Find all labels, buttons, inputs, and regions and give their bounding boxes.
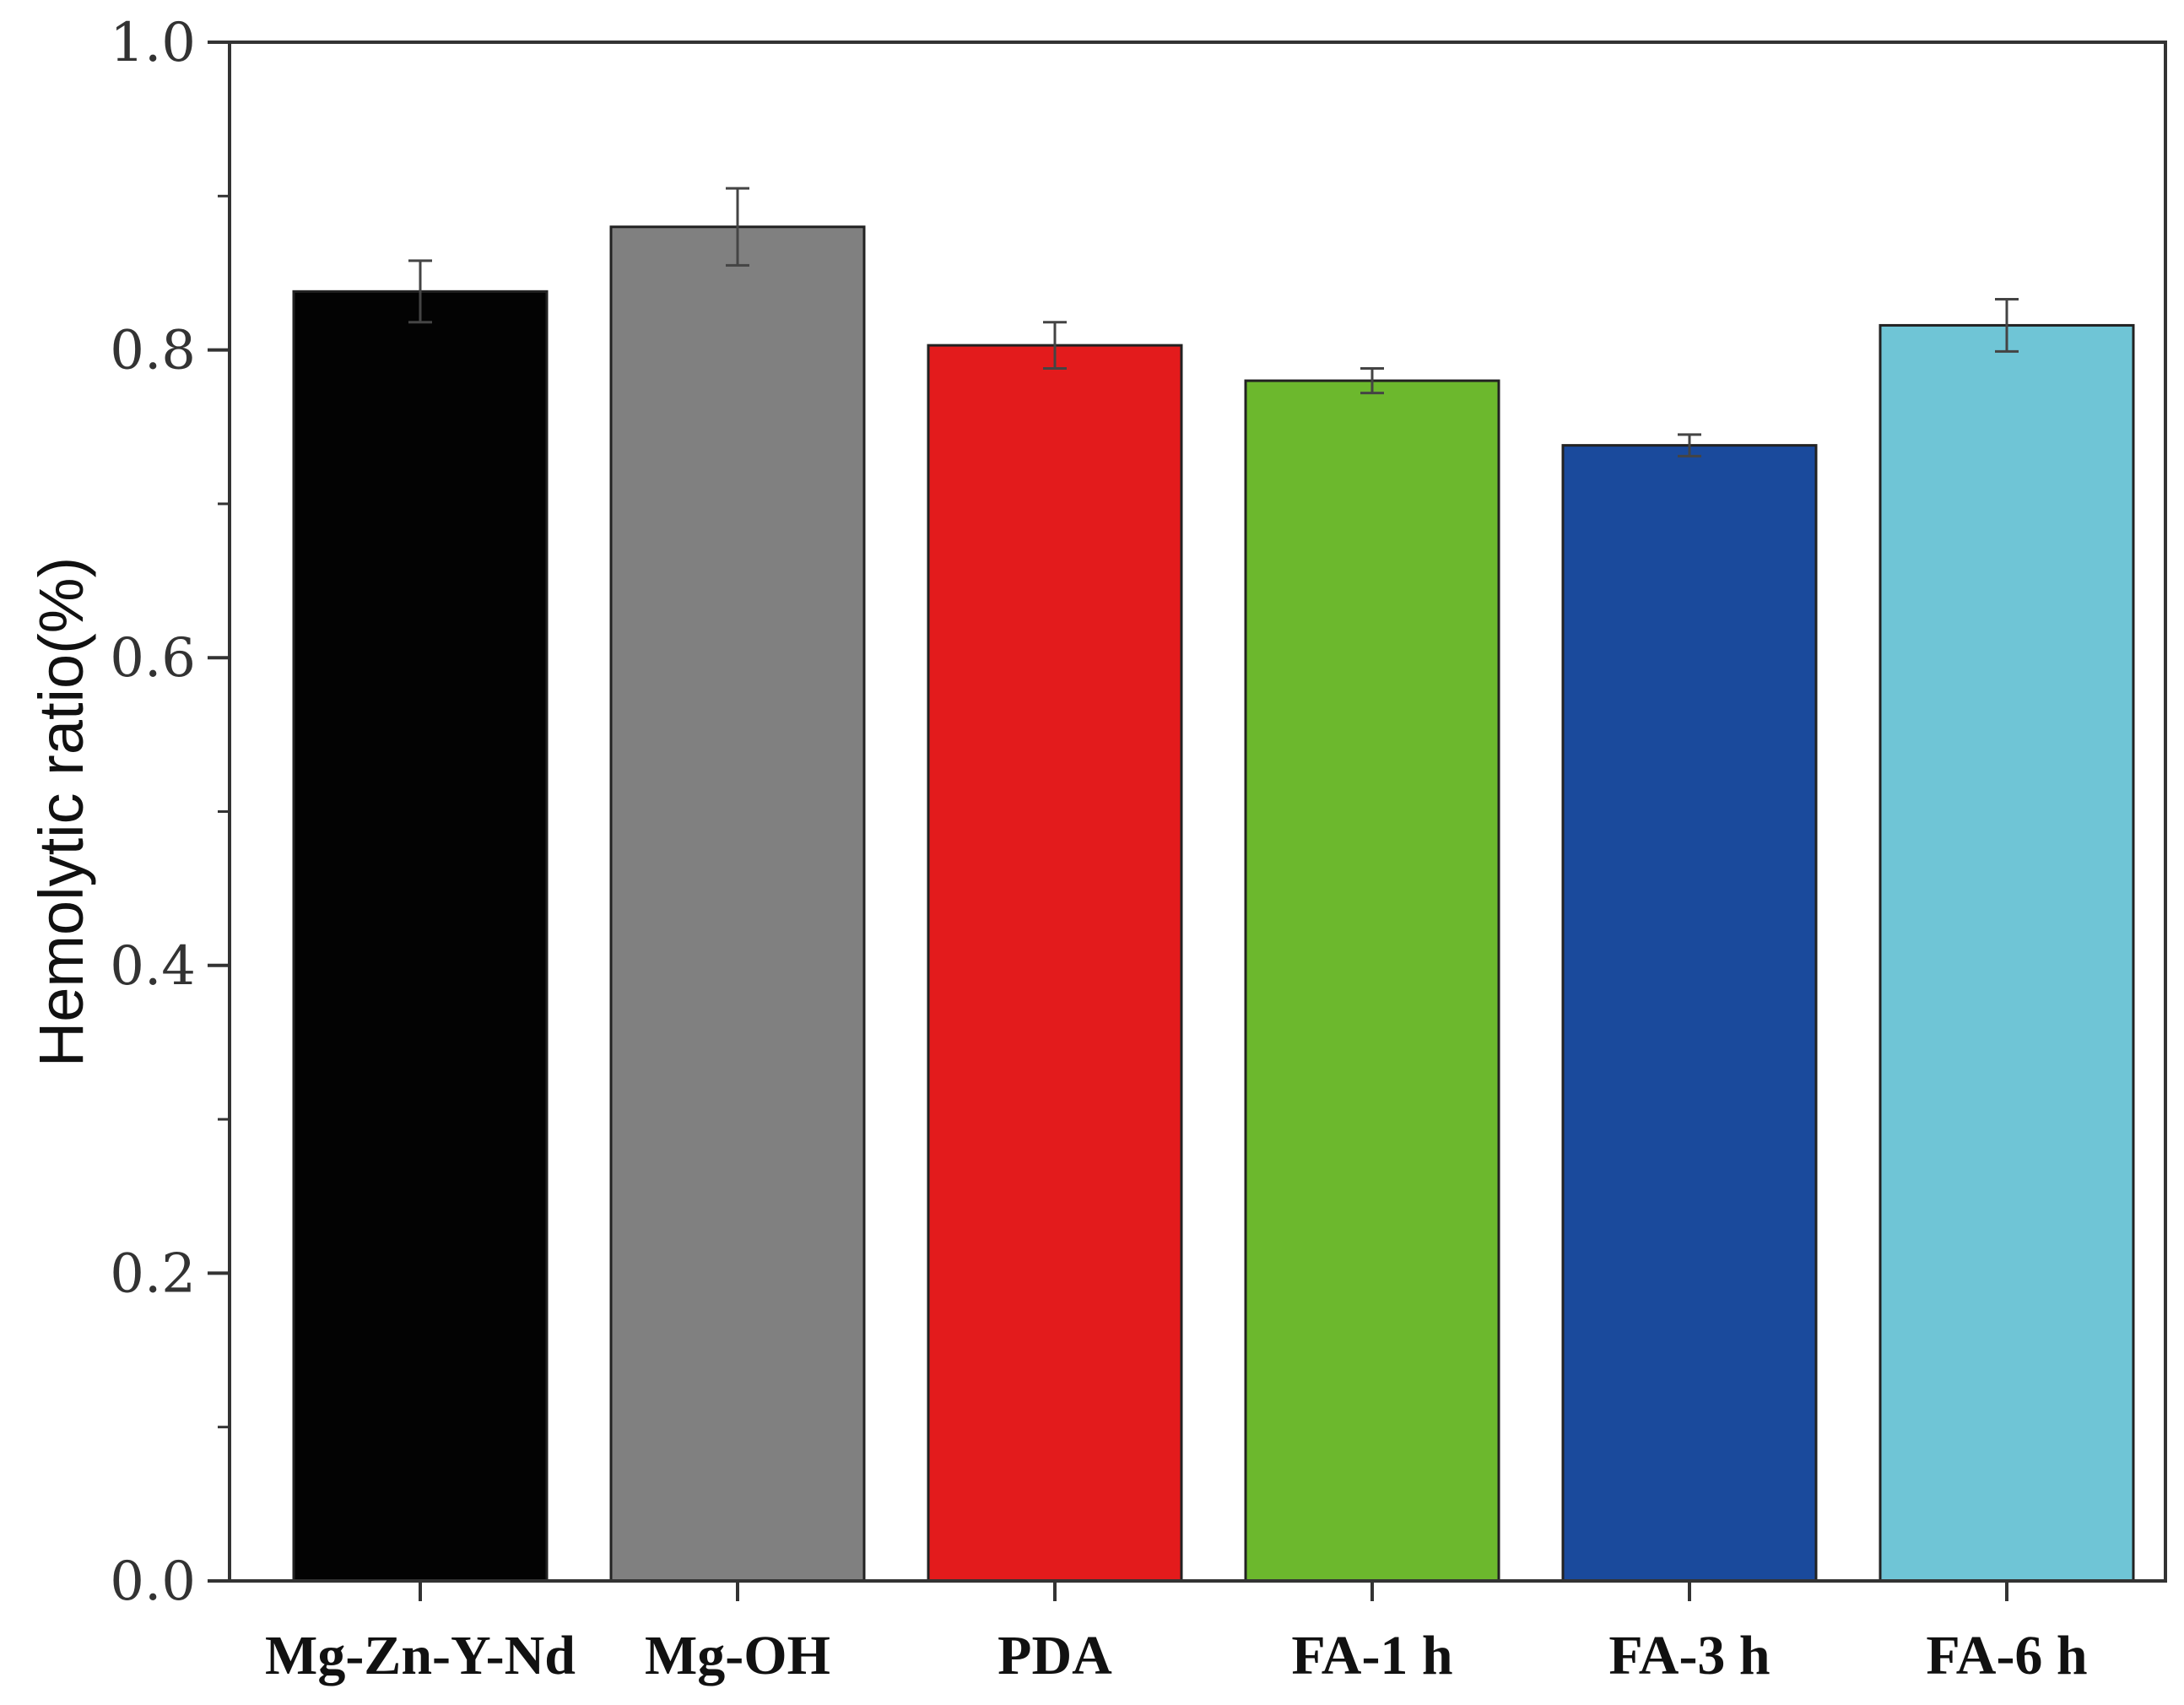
y-tick-label-2: 0.4	[110, 935, 196, 998]
x-tick-label-5: FA-6 h	[1926, 1625, 2087, 1686]
error-bars-group	[408, 187, 2019, 457]
bar-4	[1561, 444, 1818, 1583]
x-tick-label-0: Mg-Zn-Y-Nd	[265, 1625, 576, 1686]
y-tick-label-1: 0.2	[110, 1242, 196, 1305]
y-axis: 0.0 0.2 0.4 0.6 0.8 1.0	[110, 12, 230, 1613]
y-tick-label-5: 1.0	[110, 12, 196, 74]
y-tick-label-0: 0.0	[110, 1551, 196, 1613]
bar-0	[292, 290, 549, 1583]
bar-2	[927, 344, 1183, 1583]
x-tick-label-4: FA-3 h	[1608, 1625, 1770, 1686]
y-axis-title: Hemolytic ratio(%)	[26, 557, 96, 1067]
bar-5	[1879, 323, 2135, 1583]
y-tick-label-3: 0.6	[110, 627, 196, 690]
x-tick-label-2: PDA	[997, 1625, 1112, 1686]
bar-3	[1244, 379, 1500, 1583]
x-tick-label-3: FA-1 h	[1291, 1625, 1452, 1686]
bars-group	[292, 225, 2135, 1583]
x-tick-label-1: Mg-OH	[645, 1625, 830, 1686]
x-axis: Mg-Zn-Y-Nd Mg-OH PDA FA-1 h FA-3 h FA-6 h	[265, 1581, 2088, 1686]
bar-1	[609, 225, 866, 1583]
y-tick-label-4: 0.8	[110, 320, 196, 382]
